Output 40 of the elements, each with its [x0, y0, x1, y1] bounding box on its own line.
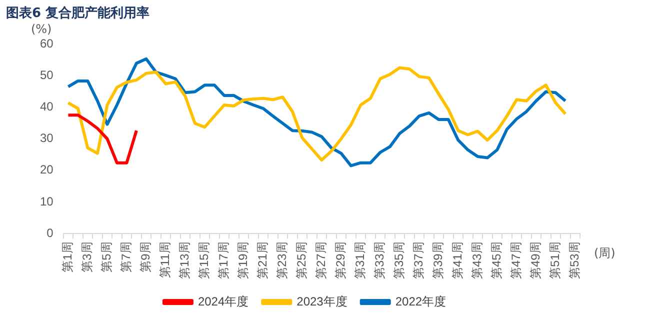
- x-tick-label: 第47周: [508, 242, 523, 280]
- y-tick-label: 30: [40, 131, 54, 146]
- chart-title: 图表6 复合肥产能利用率: [6, 4, 150, 22]
- x-tick-label: 第37周: [411, 242, 426, 280]
- y-axis-title: (%): [30, 22, 52, 36]
- x-tick-label: 第25周: [294, 242, 308, 280]
- y-tick-label: 20: [40, 162, 54, 177]
- x-tick-label: 第9周: [138, 242, 153, 272]
- x-tick-label: 第29周: [333, 242, 348, 280]
- x-tick-label: 第5周: [100, 242, 114, 272]
- legend-label: 2023年度: [296, 294, 348, 308]
- x-tick-label: 第51周: [548, 242, 562, 280]
- x-tick-label: 第15周: [197, 242, 212, 280]
- x-tick-label: 第19周: [236, 242, 250, 280]
- y-tick-label: 60: [40, 36, 54, 50]
- x-tick-label: 第35周: [392, 242, 406, 280]
- x-tick-label: 第43周: [470, 242, 484, 280]
- y-tick-label: 50: [40, 68, 54, 82]
- x-tick-label: 第23周: [274, 242, 289, 280]
- legend-label: 2024年度: [198, 294, 249, 308]
- x-tick-label: 第17周: [216, 242, 231, 280]
- x-tick-label: 第13周: [178, 242, 192, 280]
- x-tick-label: 第31周: [352, 242, 367, 280]
- x-tick-label: 第45周: [489, 242, 504, 280]
- x-tick-label: 第11周: [158, 242, 172, 278]
- x-tick-label: 第1周: [60, 242, 75, 272]
- x-tick-label: 第41周: [450, 242, 464, 280]
- y-tick-label: 0: [46, 226, 54, 240]
- y-tick-label: 40: [40, 100, 54, 114]
- x-tick-label: 第49周: [528, 242, 542, 280]
- x-axis-title: (周): [594, 246, 616, 260]
- x-tick-label: 第27周: [314, 242, 328, 280]
- x-tick-label: 第53周: [567, 242, 582, 280]
- x-tick-label: 第33周: [372, 242, 386, 280]
- legend-label: 2022年度: [395, 294, 446, 308]
- x-tick-label: 第21周: [255, 242, 270, 280]
- x-tick-label: 第3周: [80, 242, 94, 272]
- x-tick-label: 第7周: [119, 242, 134, 272]
- y-tick-label: 10: [40, 194, 54, 208]
- x-tick-label: 第39周: [430, 242, 445, 280]
